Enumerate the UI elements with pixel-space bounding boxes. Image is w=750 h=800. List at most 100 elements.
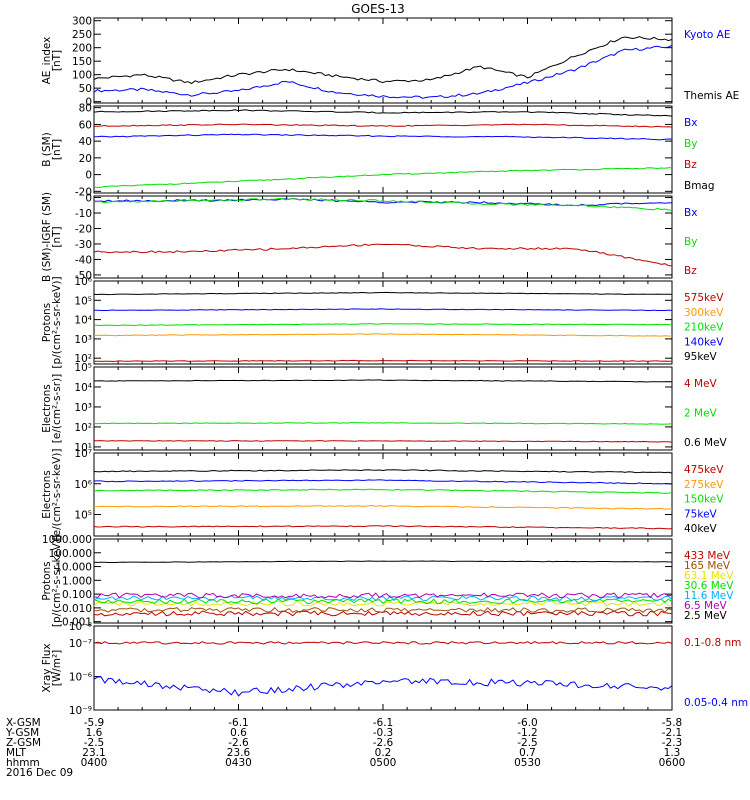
series-line-2-3 <box>93 123 673 128</box>
series-line-7-3 <box>93 600 673 607</box>
series-line-2-2 <box>93 167 673 189</box>
y-tick-label: 250 <box>72 29 92 41</box>
series-line-5-1 <box>94 440 673 443</box>
legend-entry: 63.1 MeV <box>684 570 734 582</box>
y-tick-label: 10⁻⁹ <box>69 705 92 717</box>
series-line-6-2 <box>93 504 673 510</box>
legend-entry: By <box>684 236 697 248</box>
panel-5: 10¹ 10² 10³ 10⁴ 10⁵ Electrons[e/(cm²-s-sr)] 4 … <box>41 362 728 454</box>
y-axis-label: [e/(cm²-s-sr)] <box>51 374 63 443</box>
y-tick-label: 10² <box>74 422 92 434</box>
y-tick-label: 40 <box>79 136 92 148</box>
x-tick-label: -5.9 <box>84 717 105 729</box>
x-tick-label: 0.2 <box>375 747 392 759</box>
x-tick-label: 0.6 <box>230 727 247 739</box>
y-tick-label: 80 <box>79 103 92 115</box>
legend-entry: Bz <box>684 265 697 277</box>
series-line-4-3 <box>94 323 673 327</box>
y-tick-label: 10⁴ <box>74 382 92 394</box>
legend-entry: 433 MeV <box>684 550 731 562</box>
legend-entry: 2 MeV <box>684 408 718 420</box>
y-tick-label: 1.000 <box>62 575 92 587</box>
panel-8: 10⁻⁹ 10⁻⁸ 10⁻⁶ 10⁻⁷ Xray Flux[W/m²] 0.1-0.8 n… <box>41 621 748 717</box>
y-axis-label: [W/m²] <box>51 650 63 687</box>
y-tick-label: -50 <box>75 270 92 282</box>
legend-entry: Bx <box>684 117 697 129</box>
y-axis-label: [e/(cm²-s-sr-keV)] <box>51 449 63 541</box>
y-axis-label: Electrons <box>41 384 53 433</box>
series-line-5-3 <box>94 379 673 383</box>
legend-entry: Bmag <box>684 180 715 192</box>
y-tick-label: 20 <box>79 153 92 165</box>
legend-entry: 275keV <box>684 479 724 491</box>
y-tick-label: 10⁶ <box>74 276 92 288</box>
y-axis-label: B (SM) <box>41 132 53 166</box>
x-tick-label: -2.1 <box>662 727 683 739</box>
panel-frame <box>93 195 673 279</box>
series-line-4-4 <box>94 308 673 311</box>
x-tick-label: 0500 <box>370 757 397 769</box>
x-tick-label: -2.5 <box>517 737 538 749</box>
series-line-6-3 <box>93 488 673 494</box>
y-axis-label: [p/(cm²-s-sr-keV)] <box>51 535 63 627</box>
series-line-3-2 <box>93 197 673 211</box>
x-tick-label: -6.1 <box>373 717 394 729</box>
y-tick-label: 10⁶ <box>74 479 92 491</box>
panel-frame <box>93 452 673 537</box>
y-axis-label: [nT] <box>51 139 63 160</box>
y-tick-label: -40 <box>75 254 92 266</box>
y-tick-label: -20 <box>75 223 92 235</box>
y-axis-label: [p/(cm²-s-sr-keV)] <box>51 276 63 368</box>
legend-entry: 30.6 MeV <box>684 580 734 592</box>
y-axis-label: AE_index <box>41 37 53 85</box>
x-tick-label: -2.5 <box>84 737 105 749</box>
y-tick-label: 10.000 <box>55 562 92 574</box>
x-tick-label: -2.6 <box>228 737 249 749</box>
y-tick-label: -10 <box>75 208 92 220</box>
series-line-2-4 <box>93 109 673 117</box>
y-tick-label: 10⁵ <box>74 510 92 522</box>
series-line-5-2 <box>94 422 673 425</box>
y-tick-label: 10³ <box>74 402 92 414</box>
y-tick-label: 10⁷ <box>74 448 92 460</box>
x-tick-label: -2.3 <box>662 737 683 749</box>
x-row-label: MLT <box>6 747 26 759</box>
panel-6: 10⁵ 10⁶ 10⁷ Electrons[e/(cm²-s-sr-keV)] 475k… <box>41 448 724 540</box>
legend-entry: 165 MeV <box>684 560 731 572</box>
legend-entry: 75keV <box>684 508 718 520</box>
legend-entry: 575keV <box>684 292 724 304</box>
y-axis-label: [nT] <box>51 50 63 71</box>
panel-2: -20 0 20 40 60 80 B (SM)[nT] Bx By Bz Bmag <box>41 103 715 199</box>
x-tick-label: -5.8 <box>662 717 683 729</box>
x-tick-label: -0.3 <box>373 727 394 739</box>
series-line-8-1 <box>93 641 673 645</box>
series-line-6-4 <box>93 479 673 485</box>
x-tick-label: 0600 <box>659 757 686 769</box>
legend-entry: 140keV <box>684 336 724 348</box>
y-tick-label: 60 <box>79 119 92 131</box>
y-tick-label: 1000.000 <box>42 534 92 546</box>
x-tick-label: -6.0 <box>517 717 538 729</box>
legend-entry: 210keV <box>684 322 724 334</box>
y-tick-label: 10⁴ <box>74 315 92 327</box>
panel-4: 10² 10³ 10⁴ 10⁵ 10⁶ Protons[p/(cm²-s-sr-keV)]… <box>41 276 724 369</box>
y-tick-label: 200 <box>72 43 92 55</box>
x-tick-label: 1.6 <box>86 727 103 739</box>
legend-entry: 0.1-0.8 nm <box>684 637 741 649</box>
x-tick-label: -1.2 <box>517 727 538 739</box>
legend-entry: 6.5 MeV <box>684 600 728 612</box>
y-tick-label: 10⁻⁸ <box>69 621 92 633</box>
y-tick-label: 10⁵ <box>74 362 92 374</box>
series-line-7-5 <box>93 595 673 602</box>
y-tick-label: 100 <box>72 70 92 82</box>
series-line-4-1 <box>94 359 673 362</box>
y-tick-label: 10² <box>74 353 92 365</box>
legend-entry: 11.6 MeV <box>684 590 734 602</box>
y-axis-label: B (SM)-IGRF (SM) <box>41 192 53 282</box>
x-tick-label: -2.6 <box>373 737 394 749</box>
y-axis-label: Electrons <box>41 470 53 519</box>
x-axis-rows: X-GSM -5.9 -6.1 -6.1 -6.0 -5.8 Y-GSM 1.6 0.6 -0.3… <box>5 717 685 779</box>
panel-frame <box>93 366 673 451</box>
x-date-label: 2016 Dec 09 <box>6 767 73 779</box>
